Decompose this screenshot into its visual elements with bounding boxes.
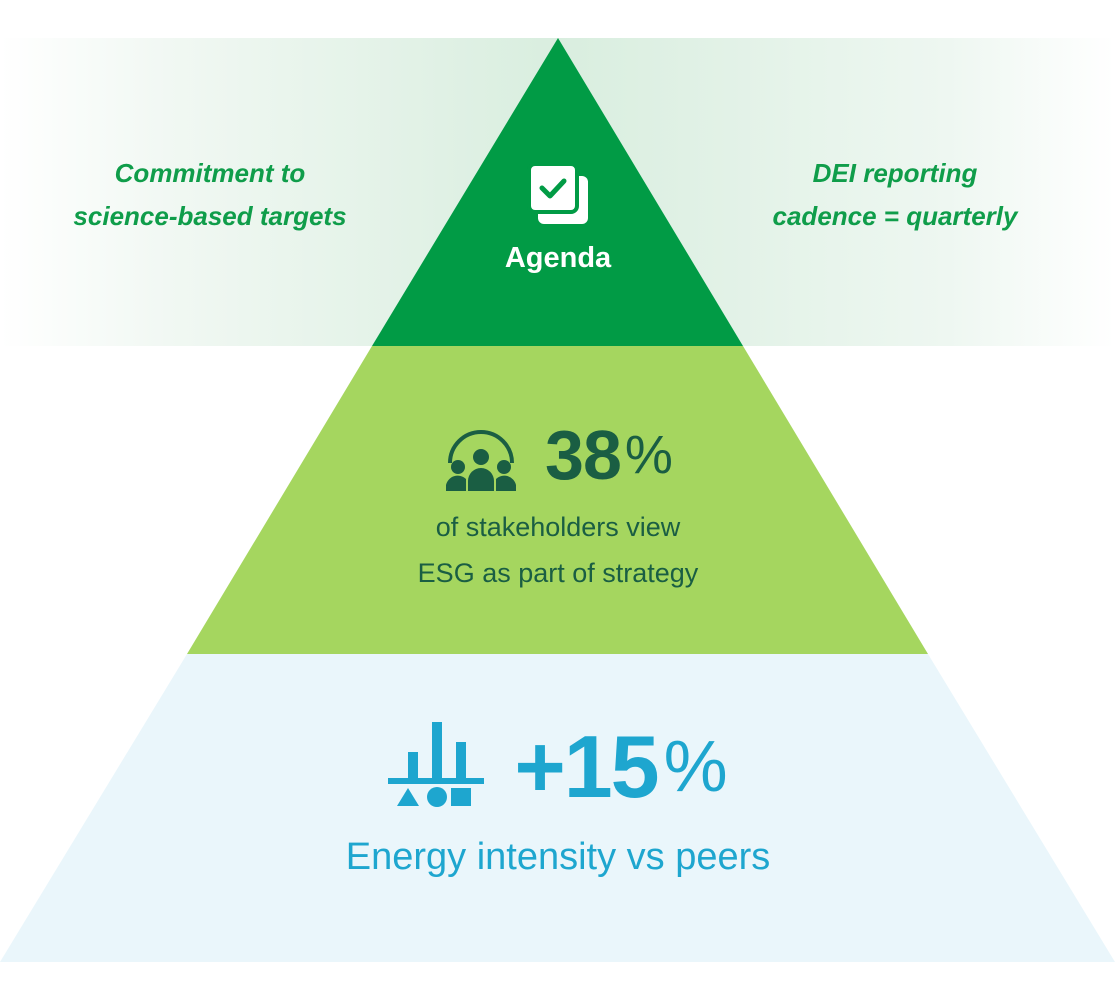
bottom-tier-caption: Energy intensity vs peers [345,836,771,878]
bottom-tier-stat: +15 % [300,712,816,822]
bar-chart-shapes-icon [388,722,485,807]
right-note-line-1: DEI reporting [812,158,978,188]
pyramid-middle-tier [187,346,928,654]
middle-caption-line-2: ESG as part of strategy [417,558,699,588]
people-group-icon [446,430,517,491]
right-note-line-2: cadence = quarterly [772,201,1018,231]
top-tier-label: Agenda [504,242,612,274]
middle-caption-line-1: of stakeholders view [435,512,681,542]
pyramid-bottom-tier [0,654,1115,962]
left-side-note: Commitment to science-based targets [30,152,390,238]
middle-tier-unit: % [624,425,673,485]
middle-tier-stat: 38 % [330,410,786,500]
right-side-note: DEI reporting cadence = quarterly [715,152,1075,238]
middle-tier-value: 38 [545,416,622,494]
left-note-line-2: science-based targets [73,201,347,231]
checkbox-stack-icon [527,162,588,224]
bottom-tier-value: +15 [514,717,659,816]
middle-tier-caption: of stakeholders view ESG as part of stra… [330,504,786,596]
left-note-line-1: Commitment to [114,158,306,188]
bottom-tier-unit: % [663,727,728,807]
